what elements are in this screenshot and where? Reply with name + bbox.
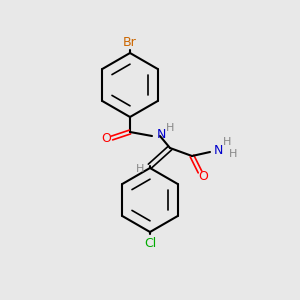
- Text: Br: Br: [123, 36, 137, 49]
- Text: H: H: [136, 164, 144, 174]
- Text: H: H: [223, 137, 231, 147]
- Text: O: O: [198, 170, 208, 184]
- Text: N: N: [157, 128, 166, 140]
- Text: H: H: [229, 149, 237, 159]
- Text: H: H: [166, 123, 174, 133]
- Text: Cl: Cl: [144, 237, 156, 250]
- Text: N: N: [214, 143, 224, 157]
- Text: O: O: [101, 131, 111, 145]
